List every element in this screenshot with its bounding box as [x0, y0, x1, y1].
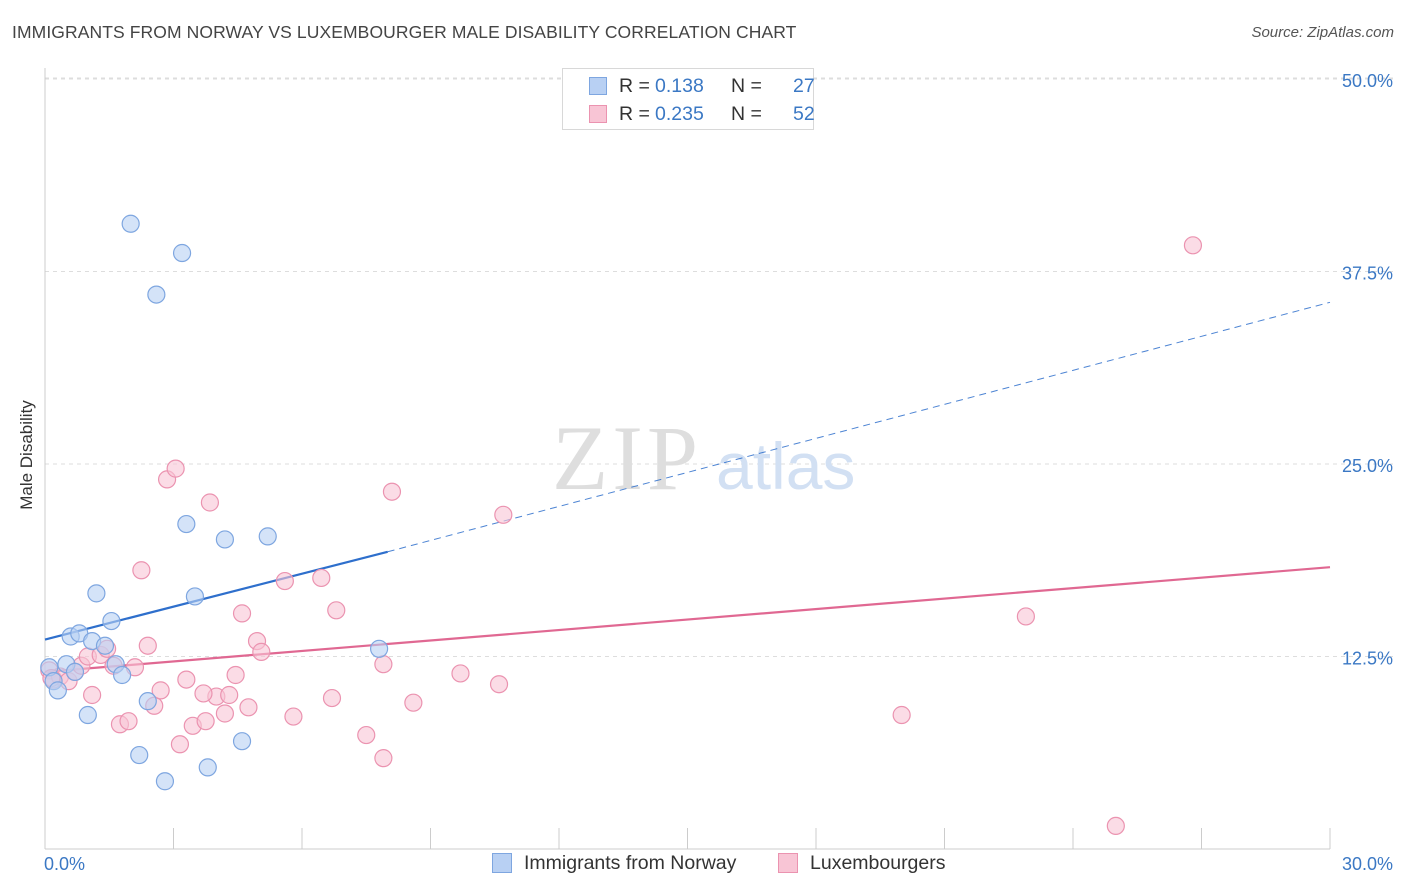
luxembourg-point [284, 707, 303, 726]
luxembourg-point [489, 675, 509, 694]
luxembourg-point [494, 505, 513, 524]
norway-point [78, 705, 97, 725]
watermark-atlas: atlas [716, 429, 855, 503]
tick-label-layer: 12.5% 25.0% 37.5% 50.0% 0.0% 30.0% [44, 71, 1393, 874]
x-tick-label: 30.0% [1342, 854, 1393, 874]
luxembourg-point [166, 459, 185, 478]
legend-luxembourg-n: 52 [793, 103, 815, 125]
legend-luxembourg-r: 0.235 [655, 103, 704, 125]
norway-point [370, 639, 389, 658]
x-tick-label: 0.0% [44, 854, 85, 874]
luxembourg-point [252, 642, 271, 661]
luxembourg-swatch [589, 105, 607, 123]
norway-point [112, 665, 132, 685]
norway-trend-extension [387, 301, 1331, 553]
watermark-zip: ZIP [552, 407, 702, 509]
grid-layer [45, 77, 1393, 657]
norway-point [65, 662, 85, 682]
luxembourg-point [220, 685, 239, 705]
legend-norway-r: 0.138 [655, 75, 704, 97]
luxembourg-point [1183, 236, 1203, 255]
luxembourg-point [357, 725, 376, 745]
axis-layer [44, 68, 1331, 850]
luxembourg-legend-label: Luxembourgers [810, 852, 946, 874]
luxembourg-point [83, 685, 102, 705]
y-tick-label: 50.0% [1342, 71, 1393, 91]
luxembourg-point [382, 482, 402, 501]
luxembourg-point [232, 604, 252, 623]
y-tick-label: 12.5% [1342, 649, 1393, 669]
luxembourg-point [312, 568, 331, 588]
y-tick-label: 37.5% [1342, 264, 1393, 284]
norway-point [215, 530, 234, 549]
luxembourg-point [177, 670, 196, 689]
norway-trend-line [44, 550, 388, 641]
luxembourg-point [892, 705, 911, 725]
correlation-legend: R = 0.138 N = 27 R = 0.235 N = 52 [562, 68, 815, 130]
norway-point [155, 772, 175, 791]
y-axis-label: Male Disability [17, 400, 36, 510]
norway-point [177, 514, 196, 534]
legend-r-label: R = [619, 75, 650, 97]
watermark: ZIP atlas [552, 407, 855, 509]
luxembourg-point [138, 636, 157, 655]
norway-legend-swatch [492, 853, 512, 873]
norway-point [130, 745, 149, 765]
legend-r-label: R = [619, 103, 650, 125]
norway-point [258, 527, 277, 546]
luxembourg-point [1106, 816, 1125, 836]
norway-point [102, 611, 121, 631]
luxembourg-point [404, 693, 423, 712]
norway-point [121, 214, 140, 233]
norway-point [87, 584, 106, 603]
legend-norway-n: 27 [793, 75, 815, 97]
chart-title: IMMIGRANTS FROM NORWAY VS LUXEMBOURGER M… [12, 22, 797, 42]
norway-point [48, 681, 67, 700]
luxembourg-point [374, 749, 393, 768]
luxembourg-point [119, 712, 138, 731]
luxembourg-point [151, 681, 170, 700]
luxembourg-point [200, 493, 220, 512]
luxembourg-point [451, 664, 470, 683]
norway-point [172, 243, 192, 263]
luxembourg-point [226, 665, 245, 685]
norway-point [185, 587, 205, 606]
luxembourg-point [374, 655, 393, 674]
points-layer [40, 214, 1203, 836]
norway-point [147, 285, 166, 304]
luxembourg-point [275, 571, 294, 591]
norway-point [232, 732, 252, 751]
luxembourg-point [132, 561, 151, 580]
y-tick-label: 25.0% [1342, 456, 1393, 476]
luxembourg-point [194, 684, 213, 703]
legend-n-label: N = [731, 103, 762, 125]
norway-legend-label: Immigrants from Norway [524, 852, 737, 874]
norway-swatch [589, 77, 607, 95]
luxembourg-point [170, 735, 190, 754]
luxembourg-legend-swatch [778, 853, 798, 873]
luxembourg-point [239, 698, 258, 717]
source-label: Source: ZipAtlas.com [1251, 24, 1394, 41]
luxembourg-point [322, 688, 342, 708]
luxembourg-point [215, 704, 234, 723]
luxembourg-point [196, 712, 215, 731]
luxembourg-point [327, 601, 346, 620]
luxembourg-point [1016, 607, 1035, 626]
norway-point [95, 636, 115, 655]
norway-point [198, 758, 217, 777]
norway-point [138, 692, 157, 711]
legend-n-label: N = [731, 75, 762, 97]
